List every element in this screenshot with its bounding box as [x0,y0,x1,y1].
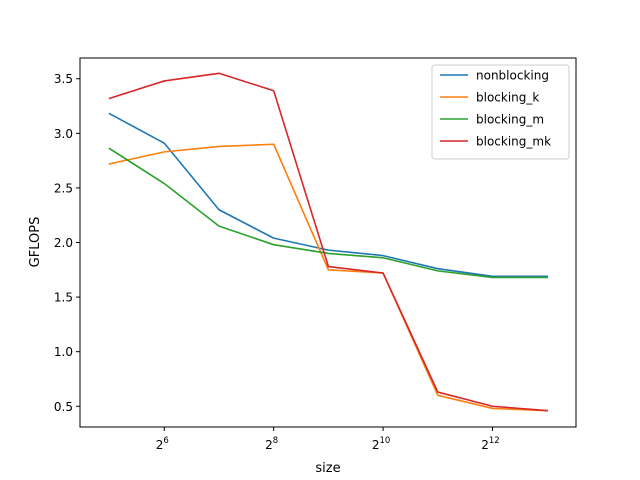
x-tick-label-exponent: 8 [273,436,278,446]
legend-label-blocking_k: blocking_k [476,91,539,105]
y-tick-label: 1.0 [54,345,73,359]
y-tick-label: 2.5 [54,181,73,195]
series-line-blocking_mk [108,72,549,412]
legend: nonblocking blocking_k blocking_m blocking_… [431,64,570,160]
y-tick-label: 3.0 [54,127,73,141]
x-tick-label: 26 [156,436,169,452]
y-tick-label: 0.5 [54,400,73,414]
series-line-nonblocking [108,112,549,278]
x-axis-label: size [315,461,340,476]
y-axis-label: GFLOPS [28,217,43,268]
x-tick-label-base: 2 [481,438,489,452]
legend-label-blocking_m: blocking_m [476,113,544,127]
y-axis: 0.5 1.0 1.5 2.0 2.5 3.0 3.5 [54,72,80,414]
y-tick-label: 2.0 [54,236,73,250]
x-tick-label: 210 [372,436,390,452]
legend-box [431,64,570,160]
y-tick-label: 3.5 [54,72,73,86]
x-tick-label-base: 2 [372,438,380,452]
x-tick-label: 212 [481,436,499,452]
series-layer [108,72,549,412]
legend-label-nonblocking: nonblocking [476,69,549,83]
y-tick-label: 1.5 [54,291,73,305]
x-tick-label-exponent: 6 [163,436,168,446]
x-tick-label-exponent: 12 [489,436,500,446]
x-axis: 26 28 210 212 [156,427,500,452]
series-line-blocking_k [108,143,549,412]
x-tick-label: 28 [265,436,278,452]
x-tick-label-base: 2 [265,438,273,452]
legend-label-blocking_mk: blocking_mk [476,135,551,149]
x-tick-label-exponent: 10 [379,436,390,446]
x-tick-label-base: 2 [156,438,164,452]
series-line-blocking_m [108,147,549,279]
